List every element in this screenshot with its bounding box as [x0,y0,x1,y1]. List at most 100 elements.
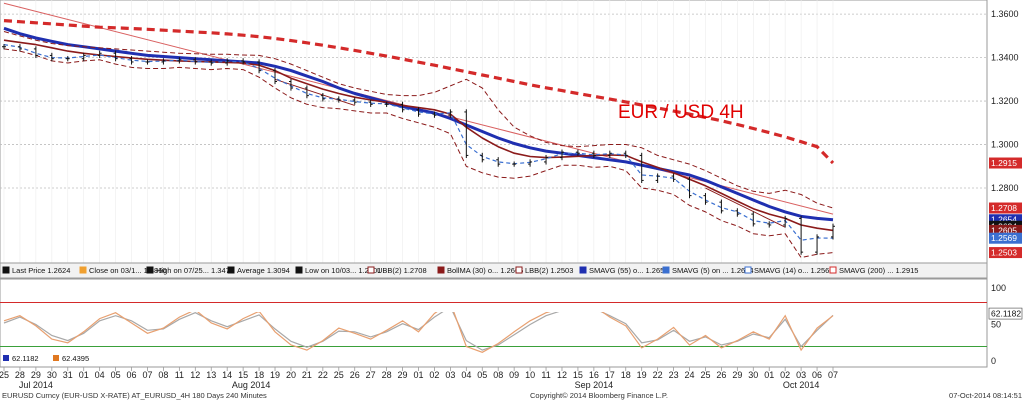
legend-item-label: Last Price 1.2624 [12,266,70,275]
x-tick-label: 01 [764,370,774,380]
x-tick-label: 26 [350,370,360,380]
x-tick-label: 08 [493,370,503,380]
y-tick-label: 1.2800 [991,183,1019,193]
plus-icon [227,266,235,274]
series-smavg-200 [3,19,835,165]
x-tick-label: 04 [461,370,471,380]
x-tick-label: 05 [111,370,121,380]
oscillator-y-tick: 100 [991,283,1006,293]
x-tick-label: 12 [557,370,567,380]
x-tick-label: 17 [605,370,615,380]
legend-item-label: SMAVG (14) o... 1.2569 [754,266,833,275]
price-tag-label: 1.2915 [991,158,1017,168]
x-tick-label: 06 [127,370,137,380]
x-tick-label: 29 [398,370,408,380]
x-axis: 25 28 29 30 31 01 04 05 06 07 08 11 12 13 14 15 18 19 20 21… [0,366,987,390]
oscillator-series-line [3,312,834,351]
square-icon [579,266,587,274]
price-tag-label: 1.2503 [991,248,1017,258]
price-tag-box [989,247,1022,259]
x-tick-label: 02 [429,370,439,380]
oscillator-panel: 100 50 0 62.1182 62.1182 62.4395 [0,278,1023,368]
x-tick-label: 18 [621,370,631,380]
x-tick-label: 24 [685,370,695,380]
x-tick-label: 09 [509,370,519,380]
footer-timestamp: 07-Oct-2014 08:14:51 [949,391,1022,400]
price-bars [2,44,835,255]
x-tick-label: 05 [477,370,487,380]
band-icon [744,266,752,274]
oscillator-series-line [3,312,834,353]
price-tag-label: 1.2708 [991,203,1017,213]
legend-item-label: LBB(2) 1.2503 [525,266,573,275]
legend-item-label: SMAVG (55) o... 1.2654 [589,266,668,275]
legend-bar [0,262,988,279]
x-tick-label: 13 [206,370,216,380]
legend-item-label: Close on 03/1... 1.3860 [89,266,167,275]
x-tick-label: 28 [382,370,392,380]
legend-item-label: UBB(2) 1.2708 [377,266,427,275]
price-tag-box [989,224,1022,236]
x-tick-label: 19 [637,370,647,380]
x-tick-label: 18 [254,370,264,380]
x-tick-label: 30 [748,370,758,380]
oscillator-tag-box [988,307,1023,320]
x-month-label: Aug 2014 [232,380,271,390]
footer-security: EURUSD Curncy (EUR-USD X-RATE) AT_EURUSD… [2,391,267,400]
square-icon [53,355,59,361]
trend-line-late-channel [705,187,786,228]
chart-annotation-title: EUR / USD 4H [618,102,744,123]
x-tick-label: 01 [79,370,89,380]
oscillator-legend: 62.1182 62.4395 [3,354,89,363]
x-tick-label: 07 [142,370,152,380]
footer-copyright: Copyright© 2014 Bloomberg Finance L.P. [530,391,668,400]
price-tag-label: 1.2654 [991,215,1017,225]
x-tick-label: 04 [95,370,105,380]
legend-item-label: High on 07/25... 1.3476 [156,266,234,275]
y-tick-label: 1.3600 [991,9,1019,19]
x-tick-label: 25 [700,370,710,380]
x-tick-label: 16 [589,370,599,380]
x-month-label: Sep 2014 [575,380,614,390]
legend: Last Price 1.2624 Close on 03/1... 1.3860… [0,262,988,279]
x-tick-label: 06 [812,370,822,380]
x-tick-label: 11 [541,370,550,380]
x-month-label: Jul 2014 [19,380,53,390]
high-icon [146,266,154,274]
x-tick-label: 03 [796,370,806,380]
legend-item-label: Low on 10/03... 1.2501 [305,266,381,275]
series-lbb-2 [3,48,834,259]
y-tick-label: 1.3200 [991,96,1019,106]
legend-item-label: BollMA (30) o... 1.2605 [447,266,523,275]
price-tag-box [989,232,1022,244]
series-ubb-2 [3,31,834,209]
footer: EURUSD Curncy (EUR-USD X-RATE) AT_EURUSD… [2,391,1022,400]
price-tag-label: 1.2569 [991,233,1017,243]
x-tick-label: 26 [716,370,726,380]
x-tick-label: 22 [318,370,328,380]
x-tick-label: 01 [413,370,423,380]
x-tick-label: 25 [334,370,344,380]
main-y-axis: 1.3600 1.3400 1.3200 1.3000 1.2800 [991,9,1019,193]
legend-item-label: Average 1.3094 [237,266,290,275]
x-tick-label: 19 [270,370,280,380]
oscillator-tag-label: 62.1182 [991,309,1021,319]
square-icon [79,266,87,274]
main-price-panel: EUR / USD 4H 1.3600 1.3400 1.3200 1.3000 1.2… [0,0,1022,264]
bar-icon [2,266,10,274]
x-tick-label: 22 [653,370,663,380]
x-tick-label: 07 [828,370,838,380]
low-icon [295,266,303,274]
legend-item-label: SMAVG (200) ... 1.2915 [839,266,918,275]
legend-item-label: SMAVG (5) on ... 1.2624 [672,266,754,275]
oscillator-y-axis: 100 50 0 62.1182 [988,283,1023,366]
oscillator-legend-label: 62.4395 [62,354,89,363]
price-tag-box [989,214,1022,226]
series-smavg-5 [3,44,834,241]
price-tag-box [989,157,1022,169]
x-month-label: Oct 2014 [783,380,820,390]
x-tick-label: 14 [222,370,232,380]
y-tick-label: 1.3000 [991,140,1019,150]
square-icon [662,266,670,274]
